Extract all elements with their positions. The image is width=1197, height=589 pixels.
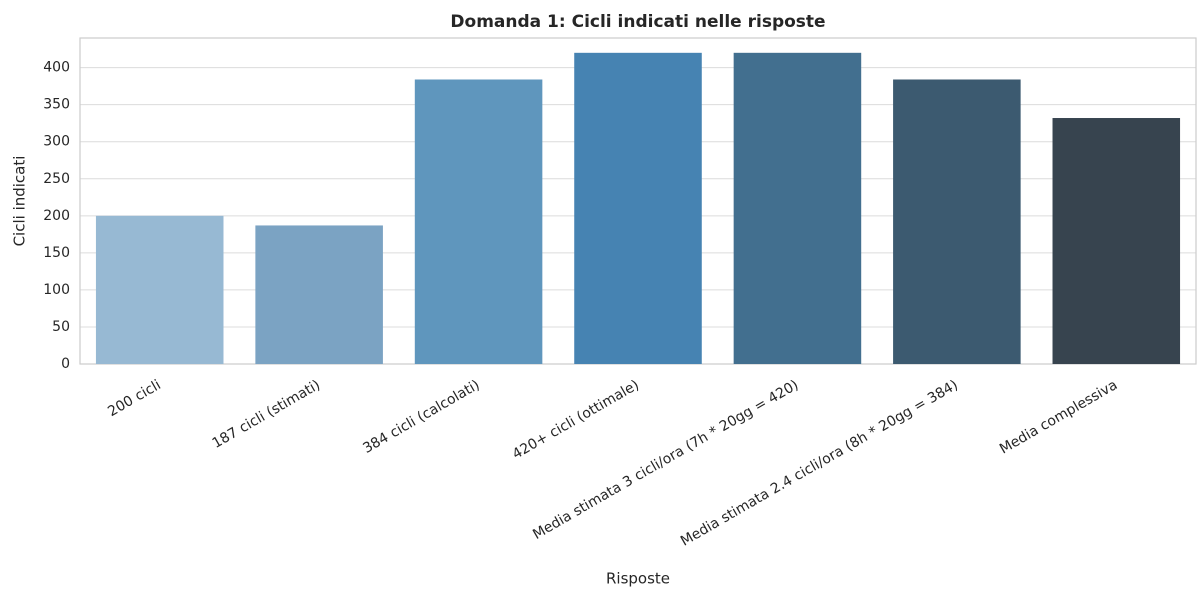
y-tick-label: 100 xyxy=(43,282,70,298)
y-tick-label: 300 xyxy=(43,134,70,150)
bar xyxy=(95,215,224,364)
bar xyxy=(255,225,383,364)
y-tick-label: 250 xyxy=(43,171,70,187)
bar xyxy=(414,79,543,364)
y-tick-label: 200 xyxy=(43,208,70,224)
y-tick-label: 350 xyxy=(43,97,70,113)
bar xyxy=(574,52,702,365)
x-tick-label: 420+ cicli (ottimale) xyxy=(510,377,642,463)
chart-title: Domanda 1: Cicli indicati nelle risposte xyxy=(450,12,825,32)
y-axis-label: Cicli indicati xyxy=(11,156,29,247)
y-tick-label: 150 xyxy=(43,245,70,261)
x-axis-label: Risposte xyxy=(606,570,670,588)
x-tick-label: Media stimata 2.4 cicli/ora (8h * 20gg =… xyxy=(678,377,961,550)
x-tick-label: Media complessiva xyxy=(997,377,1120,457)
bar xyxy=(893,79,1021,364)
x-tick-label: Media stimata 3 cicli/ora (7h * 20gg = 4… xyxy=(530,377,801,543)
y-tick-label: 400 xyxy=(43,60,70,76)
y-tick-label: 0 xyxy=(61,356,70,372)
bar xyxy=(733,52,862,365)
x-tick-label: 200 cicli xyxy=(105,377,163,420)
bar xyxy=(1052,118,1181,364)
y-tick-label: 50 xyxy=(52,319,70,335)
x-tick-label: 384 cicli (calcolati) xyxy=(360,377,482,457)
x-tick-label: 187 cicli (stimati) xyxy=(210,377,324,452)
